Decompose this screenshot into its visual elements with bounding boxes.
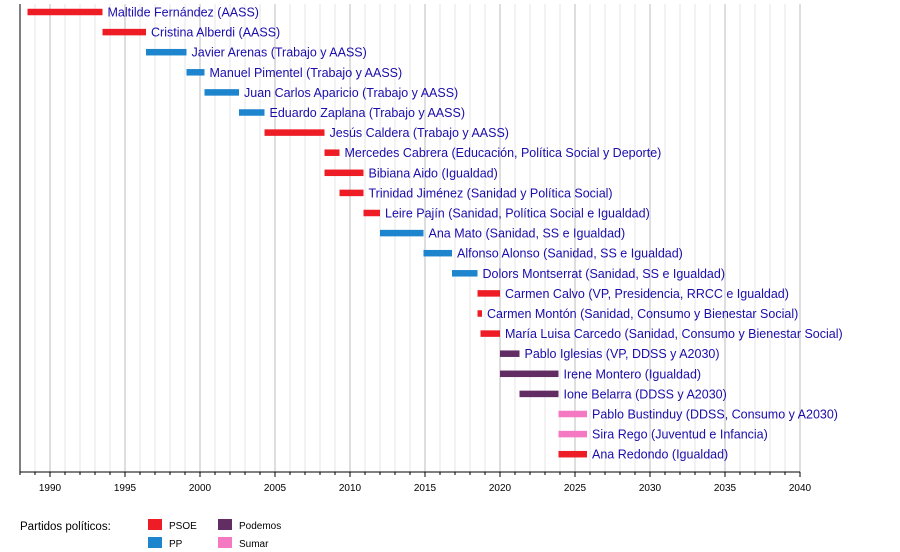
- minister-label[interactable]: Ione Belarra (DDSS y A2030): [564, 387, 727, 401]
- x-tick-label: 2000: [189, 483, 212, 494]
- minister-label[interactable]: Eduardo Zaplana (Trabajo y AASS): [270, 106, 465, 120]
- minister-label[interactable]: Dolors Montserrat (Sanidad, SS e Igualda…: [483, 267, 726, 281]
- minister-bar: [324, 169, 364, 177]
- minister-bar: [146, 48, 187, 56]
- minister-bar: [500, 370, 559, 378]
- x-tick-label: 2015: [414, 483, 437, 494]
- minister-bar: [500, 350, 520, 357]
- x-tick-label: 2020: [489, 483, 512, 494]
- minister-labels: Maltilde Fernández (AASS) Cristina Alberd…: [108, 6, 843, 462]
- legend-swatch-psoe: [148, 519, 162, 530]
- legend-swatch-pp: [148, 537, 162, 548]
- minister-label[interactable]: Maltilde Fernández (AASS): [108, 6, 259, 20]
- minister-bar: [423, 249, 452, 257]
- x-tick-label: 2030: [639, 483, 662, 494]
- legend-label-podemos: Podemos: [239, 521, 281, 532]
- minister-bar: [363, 209, 380, 217]
- legend-label-sumar: Sumar: [239, 539, 269, 550]
- legend-swatch-podemos: [218, 519, 232, 530]
- minister-label[interactable]: Trinidad Jiménez (Sanidad y Política Soc…: [369, 186, 613, 200]
- minister-label[interactable]: Sira Rego (Juventud e Infancia): [592, 428, 768, 442]
- minister-bar: [339, 189, 364, 197]
- minister-label[interactable]: Javier Arenas (Trabajo y AASS): [192, 46, 367, 60]
- party-legend: Partidos políticos: PSOE PP Podemos Sumar: [20, 519, 281, 550]
- legend-label-psoe: PSOE: [169, 521, 197, 532]
- minister-bar: [558, 410, 587, 418]
- minister-label[interactable]: Carmen Montón (Sanidad, Consumo y Bienes…: [487, 307, 798, 321]
- x-tick-label: 1990: [39, 483, 62, 494]
- minister-label[interactable]: Pablo Bustinduy (DDSS, Consumo y A2030): [592, 408, 838, 422]
- grid: [19, 4, 801, 472]
- minister-bars: [27, 8, 587, 458]
- x-tick-label: 2005: [264, 483, 287, 494]
- minister-label[interactable]: Irene Montero (Igualdad): [564, 367, 702, 381]
- x-tick-label: 2035: [714, 483, 737, 494]
- minister-bar: [558, 430, 587, 438]
- minister-bar: [264, 129, 325, 136]
- minister-bar: [480, 330, 500, 337]
- minister-bar: [27, 8, 103, 16]
- minister-label[interactable]: Cristina Alberdi (AASS): [151, 26, 280, 40]
- minister-bar: [102, 28, 146, 36]
- minister-bar: [519, 390, 559, 398]
- minister-bar: [380, 229, 424, 237]
- minister-label[interactable]: Jesús Caldera (Trabajo y AASS): [330, 126, 509, 140]
- minister-label[interactable]: Manuel Pimentel (Trabajo y AASS): [210, 66, 403, 80]
- x-axis: 1990 1995 2000 2005 2010 2015 2020 2025 2030 2035…: [19, 4, 812, 494]
- minister-bar: [239, 109, 265, 116]
- minister-bar: [452, 270, 478, 277]
- x-tick-label: 2025: [564, 483, 587, 494]
- minister-label[interactable]: Juan Carlos Aparicio (Trabajo y AASS): [244, 86, 458, 100]
- minister-label[interactable]: Pablo Iglesias (VP, DDSS y A2030): [525, 347, 720, 361]
- minister-label[interactable]: Mercedes Cabrera (Educación, Política So…: [345, 146, 662, 160]
- minister-bar: [558, 450, 587, 458]
- legend-label-pp: PP: [169, 539, 183, 550]
- x-tick-label: 2040: [789, 483, 812, 494]
- minister-label[interactable]: Bibiana Aido (Igualdad): [369, 166, 498, 180]
- legend-title: Partidos políticos:: [20, 521, 111, 533]
- minister-bar: [324, 149, 340, 156]
- minister-bar: [186, 69, 205, 76]
- legend-swatch-sumar: [218, 537, 232, 548]
- minister-label[interactable]: Ana Redondo (Igualdad): [592, 448, 728, 462]
- minister-label[interactable]: Alfonso Alonso (Sanidad, SS e Igualdad): [457, 247, 683, 261]
- x-tick-label: 2010: [339, 483, 362, 494]
- minister-label[interactable]: Leire Pajín (Sanidad, Política Social e …: [385, 207, 650, 221]
- x-tick-label: 1995: [114, 483, 137, 494]
- minister-bar: [477, 290, 500, 297]
- minister-label[interactable]: María Luisa Carcedo (Sanidad, Consumo y …: [505, 327, 843, 341]
- minister-label[interactable]: Carmen Calvo (VP, Presidencia, RRCC e Ig…: [505, 287, 789, 301]
- minister-bar: [204, 89, 239, 96]
- minister-bar: [477, 310, 482, 317]
- minister-label[interactable]: Ana Mato (Sanidad, SS e Igualdad): [429, 227, 626, 241]
